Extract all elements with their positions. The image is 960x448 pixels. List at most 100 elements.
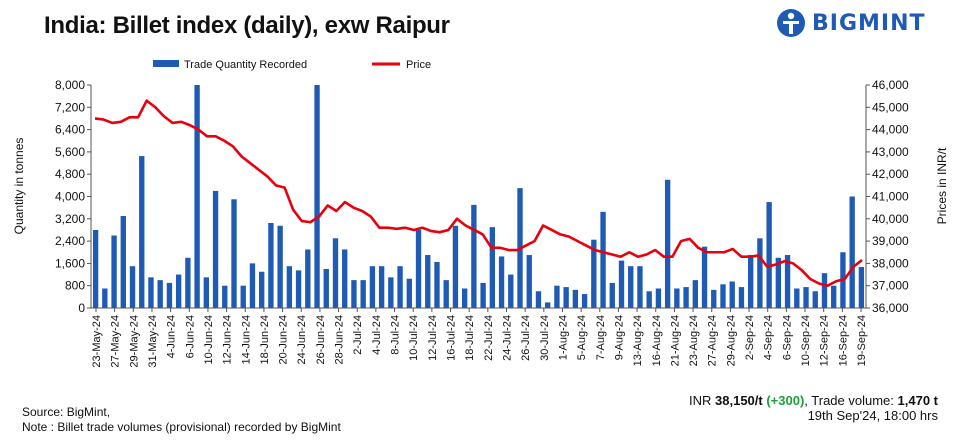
x-tick-label: 2-Sep-24 <box>744 315 756 360</box>
quantity-bar <box>591 239 597 308</box>
quantity-bar <box>92 229 99 308</box>
quantity-bar <box>757 238 763 308</box>
quantity-bar <box>443 280 449 309</box>
quantity-bar <box>600 211 606 308</box>
quantity-bar <box>129 266 136 308</box>
quantity-bar <box>572 289 579 308</box>
quantity-bar <box>342 249 348 308</box>
y-axis-left-label: Quantity in tonnes <box>12 138 26 235</box>
x-tick-label: 28-Jun-24 <box>334 315 346 365</box>
y-tick-right-label: 37,000 <box>872 279 909 293</box>
quantity-bar <box>794 288 800 308</box>
quantity-bar <box>240 285 246 308</box>
quantity-bar <box>581 294 588 308</box>
y-tick-left-label: 5,600 <box>55 145 85 159</box>
quantity-bar <box>628 266 634 308</box>
x-tick-label: 18-Jul-24 <box>464 315 476 361</box>
quantity-bar <box>489 227 496 308</box>
legend-item-price: Price <box>406 59 431 71</box>
legend: Trade Quantity Recorded Price <box>153 59 431 71</box>
x-tick-label: 10-Sep-24 <box>800 315 812 366</box>
x-tick-label: 4-Jun-24 <box>166 315 178 358</box>
x-tick-label: 29-Aug-24 <box>725 315 737 366</box>
quantity-bar <box>231 199 237 308</box>
quantity-bar <box>203 277 209 308</box>
quantity-bar <box>332 238 339 308</box>
quantity-bar <box>831 285 837 308</box>
x-tick-label: 20-Jun-24 <box>278 315 290 365</box>
quantity-bar <box>664 179 671 308</box>
bigmint-logo-icon <box>777 9 805 37</box>
quantity-bar <box>360 280 366 309</box>
x-tick-label: 26-Jul-24 <box>520 315 532 361</box>
quantity-bar <box>554 285 560 308</box>
x-tick-label: 6-Sep-24 <box>781 315 793 360</box>
x-tick-label: 22-Jul-24 <box>483 315 495 361</box>
bar-series <box>92 85 865 309</box>
quantity-bar <box>175 274 182 308</box>
y-tick-left-label: 4,000 <box>55 190 85 204</box>
quantity-bar <box>305 249 311 308</box>
x-axis-ticks: 23-May-24 27-May-24 29-May-24 31-May-24 4-Ju… <box>91 308 868 368</box>
x-tick-label: 7-Aug-24 <box>595 315 607 360</box>
x-tick-label: 1-Aug-24 <box>557 315 569 360</box>
price-line <box>94 99 863 288</box>
y-tick-right-label: 41,000 <box>872 190 909 204</box>
quantity-bar <box>461 288 468 308</box>
x-tick-label: 13-Aug-24 <box>632 315 644 366</box>
x-tick-label: 2-Jul-24 <box>352 315 364 355</box>
quantity-bar <box>166 282 173 308</box>
x-tick-label: 12-Jul-24 <box>427 315 439 361</box>
quantity-bar <box>295 270 302 308</box>
quantity-bar <box>748 255 754 308</box>
quantity-bar <box>378 266 385 308</box>
quantity-bar <box>397 266 403 308</box>
quantity-bar <box>646 291 652 308</box>
quantity-bar <box>720 284 726 308</box>
quantity-bar <box>406 278 412 308</box>
quantity-bar <box>120 216 126 308</box>
x-tick-label: 19-Sep-24 <box>856 315 868 366</box>
y-axis-left-ticks: 0 800 1,600 2,400 3,200 4,000 4,800 5,600 6,400 7… <box>55 78 91 315</box>
quantity-bar <box>425 255 431 308</box>
quantity-bar <box>148 277 154 308</box>
y-tick-right-label: 40,000 <box>872 212 909 226</box>
x-tick-label: 16-Aug-24 <box>651 315 663 366</box>
x-tick-label: 24-Jun-24 <box>296 315 308 365</box>
x-tick-label: 29-May-24 <box>128 315 140 368</box>
x-tick-label: 21-Aug-24 <box>669 315 681 366</box>
x-tick-label: 14-Jun-24 <box>240 315 252 365</box>
quantity-bar <box>314 85 320 308</box>
quantity-bar <box>415 229 422 308</box>
quantity-bar <box>139 156 145 308</box>
x-tick-label: 5-Aug-24 <box>576 315 588 360</box>
legend-bar-swatch <box>153 60 179 67</box>
quantity-bar <box>775 257 782 308</box>
y-tick-right-label: 44,000 <box>872 123 909 137</box>
quantity-bar <box>286 266 293 308</box>
x-tick-label: 9-Aug-24 <box>613 315 625 360</box>
x-tick-label: 4-Jul-24 <box>371 315 383 355</box>
quantity-bar <box>545 302 551 308</box>
quantity-bar <box>369 266 376 308</box>
quantity-bar <box>637 266 643 308</box>
price-summary-line: INR 38,150/t (+300), Trade volume: 1,470… <box>689 393 938 408</box>
x-tick-label: 8-Jul-24 <box>390 315 402 355</box>
y-tick-right-label: 45,000 <box>872 100 909 114</box>
quantity-bar <box>563 287 569 308</box>
quantity-bar <box>212 190 219 308</box>
quantity-bar <box>498 256 505 308</box>
price-prefix: INR <box>689 393 716 408</box>
y-tick-left-label: 3,200 <box>55 212 85 226</box>
quantity-bar <box>323 268 329 308</box>
quantity-bar <box>222 285 228 308</box>
logo-text: BIGMINT <box>812 10 926 36</box>
y-tick-left-label: 6,400 <box>55 123 85 137</box>
quantity-bar <box>738 287 745 308</box>
quantity-bar <box>784 255 791 308</box>
quantity-bar <box>452 225 459 308</box>
y-tick-left-label: 0 <box>78 301 85 315</box>
y-axis-right-label: Prices in INR/t <box>935 147 949 224</box>
y-tick-right-label: 36,000 <box>872 301 909 315</box>
